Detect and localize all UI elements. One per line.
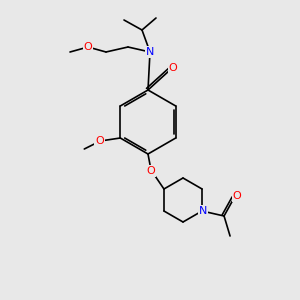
Text: O: O [169,63,177,73]
Text: O: O [147,166,155,176]
Text: O: O [95,136,104,146]
Text: O: O [84,42,92,52]
Text: N: N [199,206,207,216]
Text: O: O [233,191,242,201]
Text: N: N [146,47,154,57]
